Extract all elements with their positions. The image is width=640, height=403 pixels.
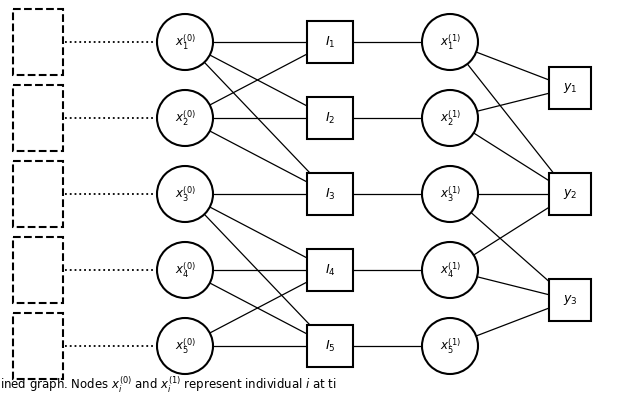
Text: $y_1$: $y_1$	[563, 81, 577, 95]
Circle shape	[157, 242, 213, 298]
Text: $x_5^{(0)}$: $x_5^{(0)}$	[175, 336, 195, 356]
Circle shape	[157, 90, 213, 146]
Bar	[549, 67, 591, 109]
Circle shape	[422, 90, 478, 146]
Text: $x_2^{(1)}$: $x_2^{(1)}$	[440, 108, 460, 128]
Text: $y_3$: $y_3$	[563, 293, 577, 307]
Bar	[13, 85, 63, 151]
Text: $x_1^{(1)}$: $x_1^{(1)}$	[440, 32, 460, 52]
Text: $x_3^{(0)}$: $x_3^{(0)}$	[175, 184, 195, 204]
Text: $y_2$: $y_2$	[563, 187, 577, 201]
Text: $x_1^{(0)}$: $x_1^{(0)}$	[175, 32, 195, 52]
Circle shape	[422, 14, 478, 70]
Text: $x_2^{(0)}$: $x_2^{(0)}$	[175, 108, 195, 128]
Text: $I_4$: $I_4$	[324, 262, 335, 278]
Circle shape	[422, 166, 478, 222]
Circle shape	[157, 14, 213, 70]
Circle shape	[422, 318, 478, 374]
Text: $x_3^{(1)}$: $x_3^{(1)}$	[440, 184, 460, 204]
Text: $x_5^{(1)}$: $x_5^{(1)}$	[440, 336, 460, 356]
Text: $x_4^{(0)}$: $x_4^{(0)}$	[175, 260, 195, 280]
Bar	[549, 173, 591, 215]
Bar	[307, 173, 353, 215]
Bar	[549, 279, 591, 321]
Bar	[307, 21, 353, 63]
Text: $I_3$: $I_3$	[324, 187, 335, 202]
Bar	[13, 313, 63, 379]
Text: $I_5$: $I_5$	[324, 339, 335, 353]
Bar	[307, 97, 353, 139]
Bar	[13, 161, 63, 227]
Circle shape	[422, 242, 478, 298]
Text: ined graph. Nodes $x_i^{(0)}$ and $x_i^{(1)}$ represent individual $i$ at ti: ined graph. Nodes $x_i^{(0)}$ and $x_i^{…	[0, 375, 337, 395]
Circle shape	[157, 318, 213, 374]
Circle shape	[157, 166, 213, 222]
Bar	[307, 249, 353, 291]
Text: $I_1$: $I_1$	[324, 34, 335, 50]
Text: $I_2$: $I_2$	[325, 110, 335, 126]
Text: $x_4^{(1)}$: $x_4^{(1)}$	[440, 260, 460, 280]
Bar	[13, 9, 63, 75]
Bar	[13, 237, 63, 303]
Bar	[307, 325, 353, 367]
